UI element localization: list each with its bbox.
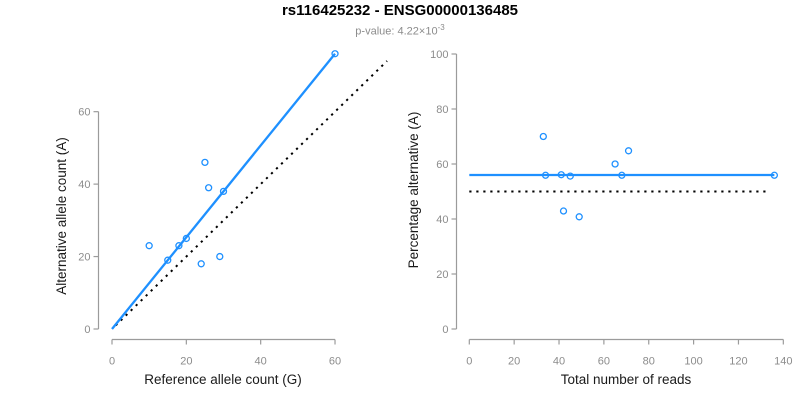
data-point: [197, 260, 205, 268]
data-point: [216, 252, 224, 261]
data-point: [566, 172, 574, 180]
right-plot-ylabel: Percentage alternative (A): [406, 112, 421, 269]
x-tick-label: 40: [255, 356, 267, 368]
right-plot-xlabel: Total number of reads: [561, 372, 692, 387]
data-point: [624, 147, 633, 155]
x-tick-label: 120: [729, 356, 747, 368]
x-tick-label: 60: [598, 356, 610, 368]
pvalue-subtitle: p-value: 4.22×10-3: [0, 23, 800, 38]
pvalue-exponent: -3: [437, 23, 445, 32]
data-point: [164, 256, 172, 264]
data-point: [219, 187, 228, 196]
x-tick-label: 60: [329, 356, 341, 368]
data-point: [541, 171, 550, 179]
fit-line: [111, 53, 336, 330]
y-tick-label: 80: [436, 104, 448, 116]
data-point: [201, 158, 209, 167]
x-tick-label: 0: [109, 356, 115, 368]
x-tick-label: 0: [466, 356, 472, 368]
data-point: [770, 171, 778, 179]
identity-line: [115, 60, 388, 327]
left-allele-count-plot: 0 20 40 60 0 20 40 60: [78, 50, 388, 368]
y-tick-label: 60: [78, 107, 90, 119]
data-point: [539, 132, 547, 141]
data-point: [145, 242, 153, 250]
data-point: [175, 242, 183, 250]
y-tick-label: 60: [436, 159, 448, 171]
data-point: [204, 184, 213, 192]
data-point: [331, 50, 339, 58]
x-tick-label: 20: [508, 356, 520, 368]
y-tick-label: 20: [78, 252, 90, 264]
y-tick-label: 100: [430, 49, 448, 61]
x-tick-label: 40: [553, 356, 565, 368]
page-title: rs116425232 - ENSG00000136485: [281, 2, 519, 19]
right-percentage-plot: 0 20 40 60 80 100 0 20 40 60 80 100 120 140: [430, 49, 792, 368]
data-point: [182, 234, 190, 243]
y-tick-label: 40: [78, 179, 90, 191]
y-tick-label: 20: [436, 269, 448, 281]
pvalue-text: p-value: 4.22×10: [355, 25, 438, 38]
data-point: [618, 171, 626, 179]
x-tick-label: 140: [774, 356, 792, 368]
x-tick-label: 100: [684, 356, 702, 368]
left-plot-ylabel: Alternative allele count (A): [54, 137, 69, 295]
x-tick-label: 80: [643, 356, 655, 368]
data-point: [559, 207, 568, 215]
left-plot-xlabel: Reference allele count (G): [144, 372, 302, 387]
data-point: [557, 171, 565, 179]
data-point: [575, 213, 583, 221]
y-tick-label: 0: [442, 324, 448, 336]
y-tick-label: 40: [436, 214, 448, 226]
data-point: [611, 160, 619, 168]
x-tick-label: 20: [180, 356, 192, 368]
y-tick-label: 0: [84, 324, 90, 336]
